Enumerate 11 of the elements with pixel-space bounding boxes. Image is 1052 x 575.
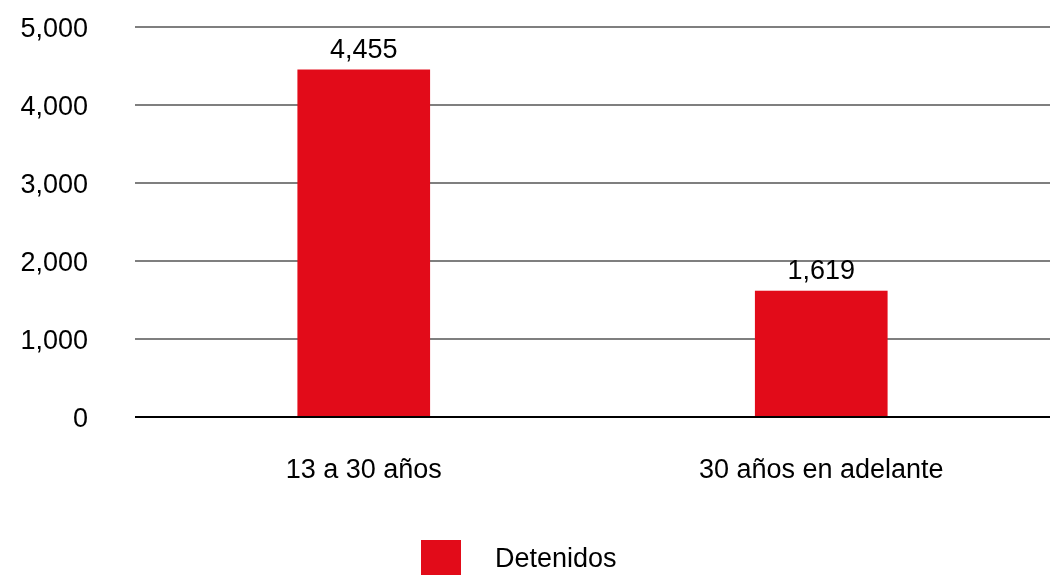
y-tick-label: 4,000 <box>20 91 88 121</box>
y-tick-label: 0 <box>72 403 88 433</box>
data-label: 1,619 <box>787 254 856 285</box>
y-tick-label: 1,000 <box>20 325 88 355</box>
x-tick-label: 13 a 30 años <box>285 454 442 484</box>
y-tick-label: 2,000 <box>20 247 88 277</box>
data-label: 4,455 <box>329 33 398 64</box>
y-tick-label: 3,000 <box>20 169 88 199</box>
x-tick-label: 30 años en adelante <box>698 454 944 484</box>
legend-label: Detenidos <box>495 543 617 573</box>
y-tick-label: 5,000 <box>20 13 88 43</box>
